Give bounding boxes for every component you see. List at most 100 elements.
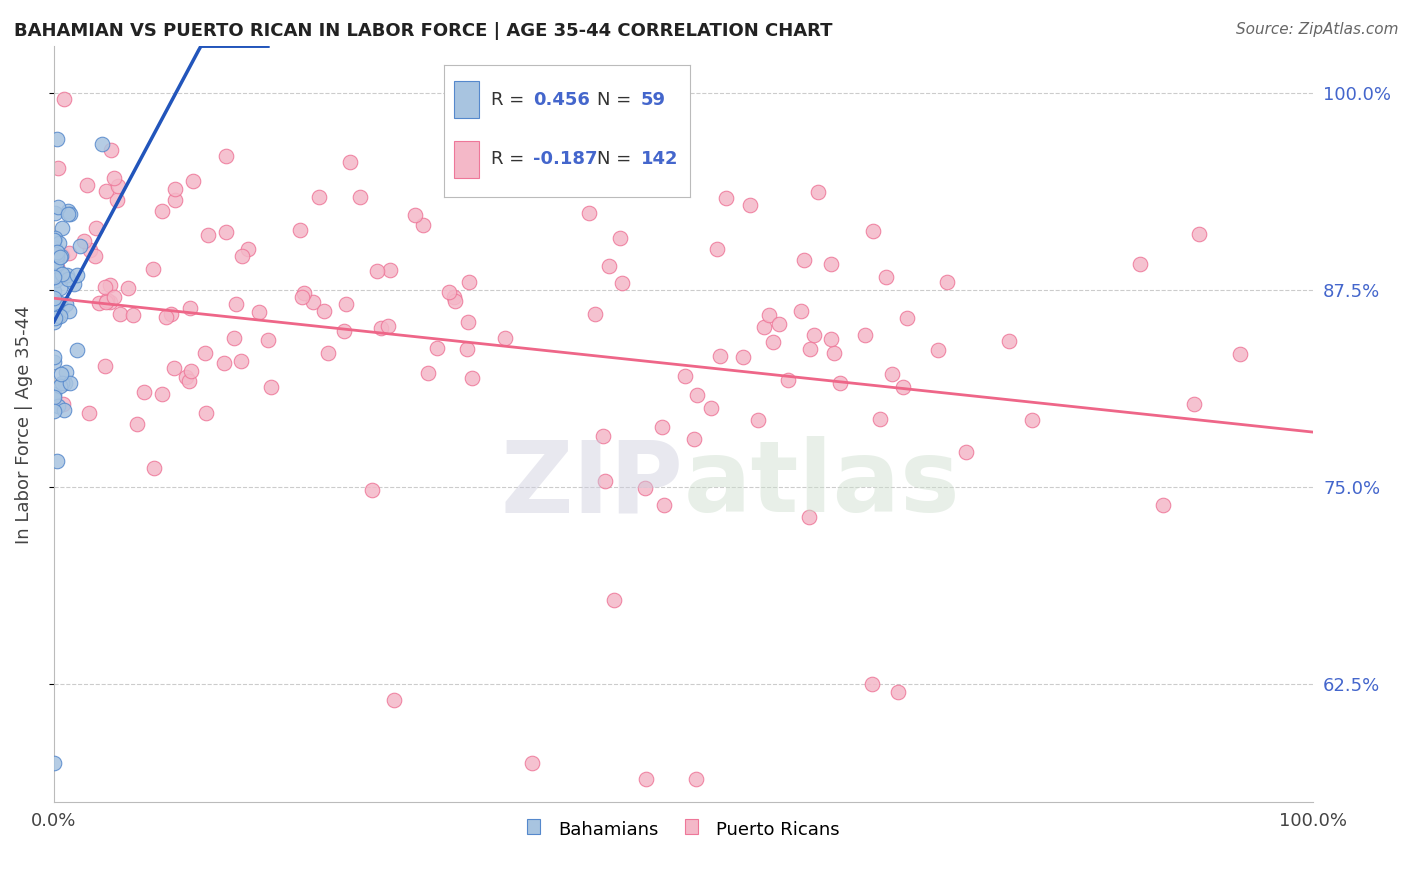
Point (768, 318, 790, 332)
Point (494, 331, 516, 345)
Point (443, 289, 465, 303)
Point (308, 190, 330, 204)
Point (634, 481, 657, 495)
Point (58, 245, 80, 260)
Point (48, 200, 70, 214)
Point (44, 254, 66, 268)
Point (820, 333, 842, 347)
Point (100, 143, 122, 157)
Point (875, 269, 897, 284)
Point (197, 228, 219, 243)
Point (823, 346, 845, 360)
Point (42, 315, 65, 329)
Point (51, 267, 73, 281)
Point (673, 368, 696, 383)
Point (896, 311, 918, 326)
Point (44, 247, 66, 261)
Point (260, 380, 283, 394)
Point (42, 390, 65, 404)
Point (44, 310, 66, 325)
Point (380, 263, 402, 277)
Point (51, 301, 73, 316)
Point (790, 303, 813, 318)
Point (1229, 347, 1251, 361)
Point (634, 772, 657, 786)
Point (316, 346, 339, 360)
Point (51, 376, 73, 391)
Text: Source: ZipAtlas.com: Source: ZipAtlas.com (1236, 22, 1399, 37)
Point (42, 301, 65, 315)
Point (49, 251, 72, 265)
Point (1129, 257, 1152, 271)
Point (46, 400, 69, 414)
Point (426, 341, 449, 355)
Point (107, 178, 129, 193)
Point (709, 349, 731, 363)
Point (349, 190, 371, 204)
Point (48, 299, 70, 313)
Point (747, 413, 769, 427)
Point (94, 184, 117, 198)
Point (891, 380, 914, 394)
Point (79, 243, 101, 257)
Point (42, 387, 65, 401)
Point (45, 251, 67, 265)
Point (654, 499, 676, 513)
Point (150, 387, 173, 401)
Point (51, 248, 73, 262)
Point (49, 378, 72, 392)
Point (731, 350, 754, 364)
Point (1152, 498, 1174, 512)
Point (793, 253, 815, 268)
Point (55, 365, 77, 379)
Point (1188, 227, 1211, 241)
Point (90, 136, 112, 151)
Point (49, 280, 72, 294)
Point (45, 262, 67, 277)
Point (46, 161, 69, 176)
Point (257, 333, 280, 347)
Point (163, 194, 186, 208)
Point (96, 293, 118, 307)
Point (103, 290, 125, 304)
Point (820, 257, 842, 271)
Point (46, 248, 69, 262)
Point (103, 171, 125, 186)
Point (66, 343, 89, 358)
Point (42, 355, 65, 369)
Point (335, 297, 357, 311)
Point (886, 685, 908, 699)
Point (225, 296, 247, 310)
Point (416, 366, 439, 380)
Point (49, 309, 72, 323)
Text: atlas: atlas (683, 436, 960, 533)
Point (56, 204, 79, 219)
Point (404, 208, 426, 222)
Point (42, 404, 65, 418)
Point (42, 284, 65, 298)
Point (59, 376, 82, 391)
Point (48, 265, 70, 279)
Point (799, 509, 821, 524)
Point (55, 297, 77, 311)
Point (117, 280, 139, 294)
Legend: Bahamians, Puerto Ricans: Bahamians, Puerto Ricans (520, 814, 846, 847)
Point (1182, 397, 1205, 411)
Point (122, 308, 145, 322)
Point (862, 224, 884, 238)
Point (807, 186, 830, 200)
Point (437, 285, 460, 299)
Point (66, 268, 89, 283)
Point (194, 346, 217, 360)
Point (150, 203, 173, 218)
Point (366, 264, 388, 278)
Point (62, 277, 84, 291)
Point (58, 304, 80, 318)
Point (105, 194, 128, 208)
Point (288, 223, 311, 237)
Point (73, 234, 96, 248)
Point (93, 359, 115, 373)
Point (803, 327, 825, 342)
Point (141, 261, 163, 276)
Point (460, 370, 482, 384)
